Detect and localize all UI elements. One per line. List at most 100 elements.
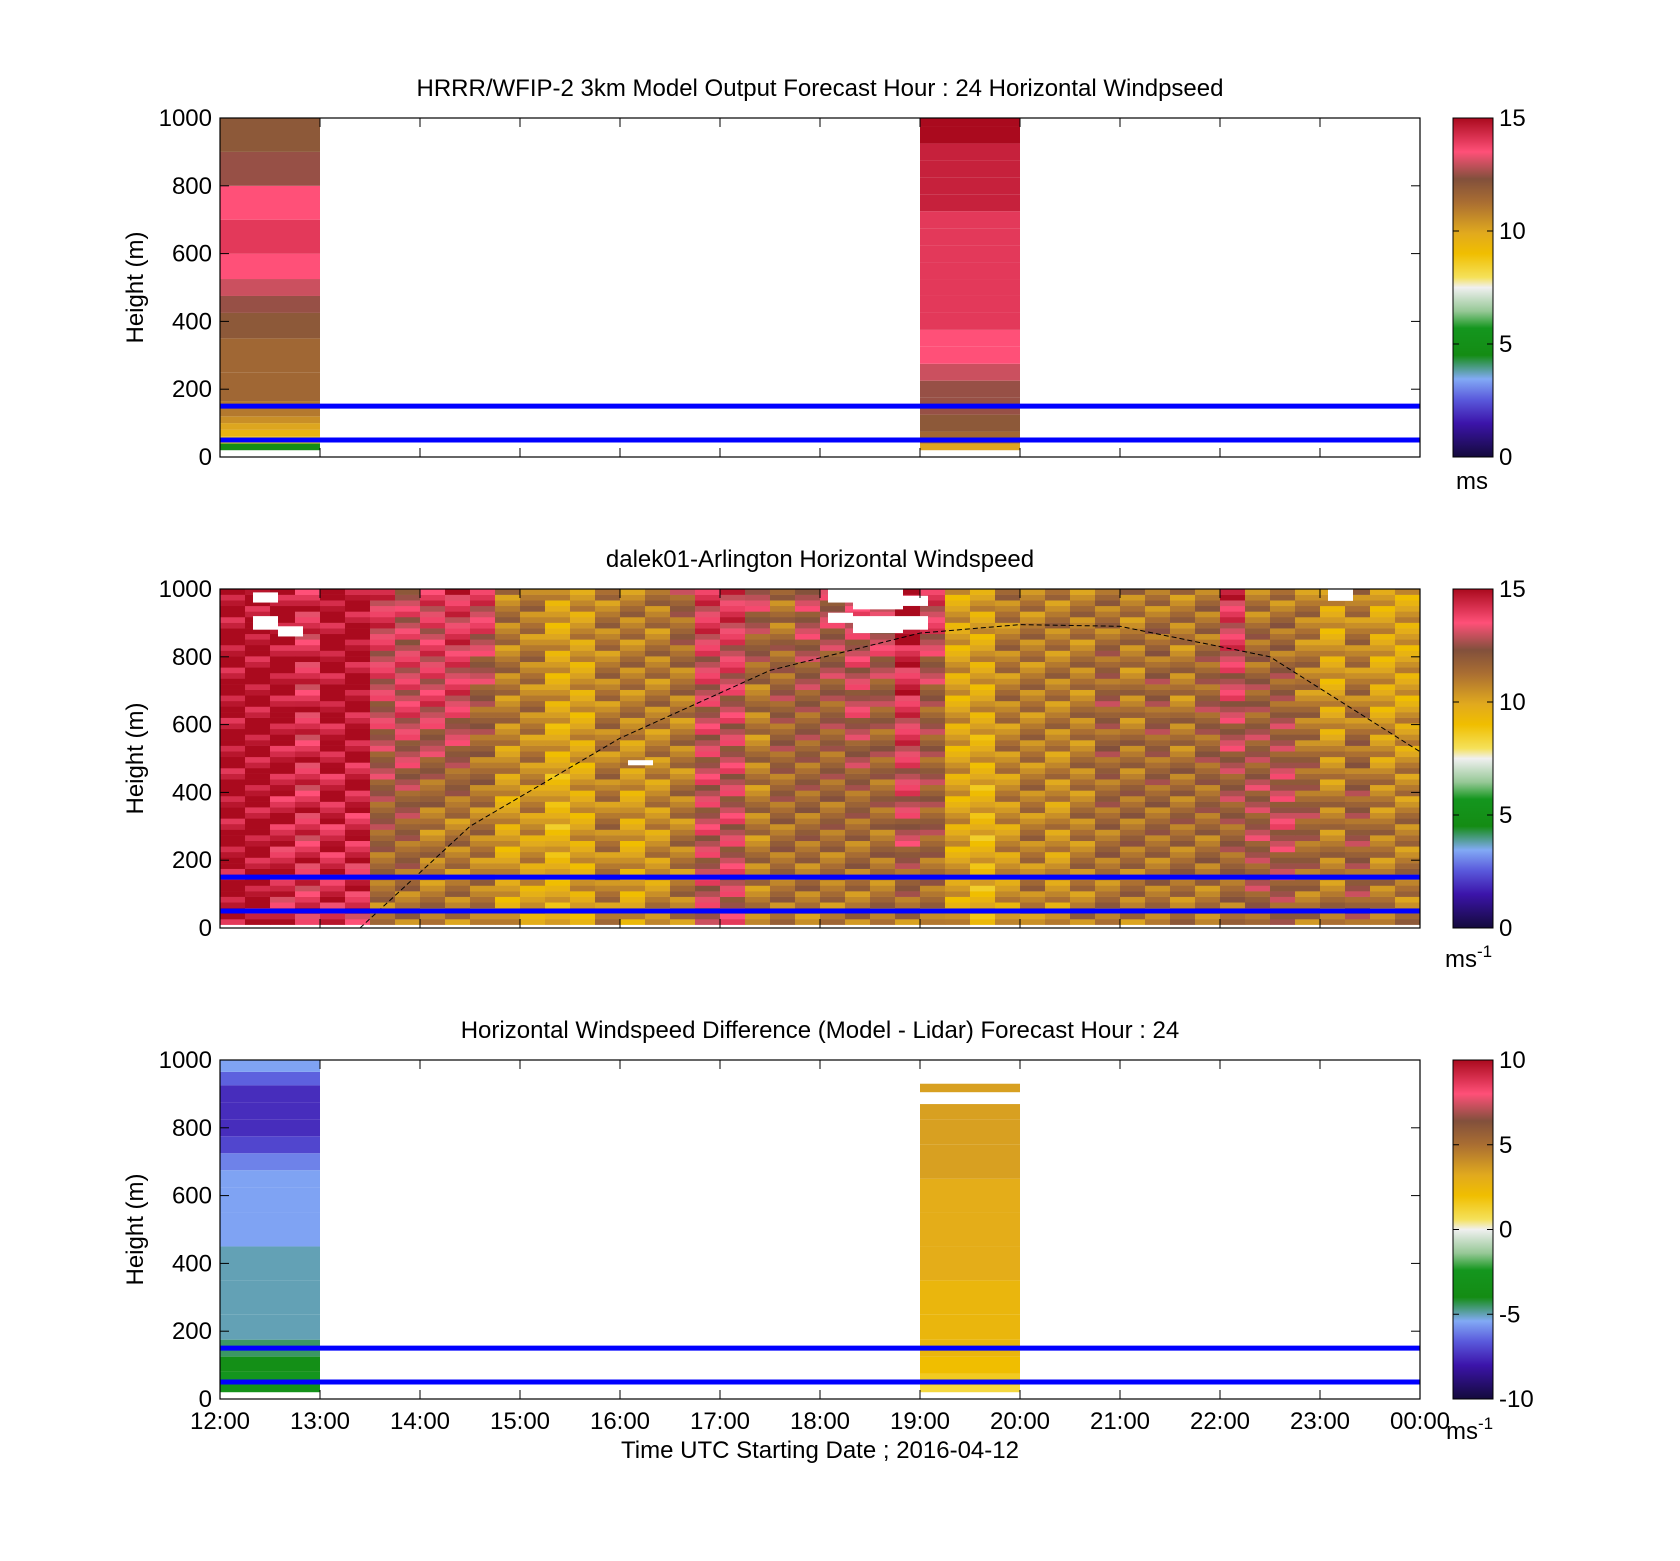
heatmap-cell <box>1120 773 1146 780</box>
heatmap-cell <box>1045 773 1071 780</box>
heatmap-cell <box>320 767 346 774</box>
heatmap-cell <box>820 863 846 869</box>
heatmap-cell <box>470 633 496 640</box>
heatmap-cell <box>1395 594 1420 601</box>
heatmap-cell <box>445 589 471 595</box>
heatmap-cell <box>820 678 846 685</box>
heatmap-cell <box>1220 891 1246 897</box>
heatmap-cell <box>1245 751 1271 758</box>
heatmap-cell <box>970 678 996 685</box>
heatmap-cell <box>1395 589 1420 595</box>
heatmap-cell <box>245 795 271 802</box>
heatmap-cell <box>1370 891 1396 897</box>
heatmap-cell <box>1020 656 1046 663</box>
heatmap-cell <box>545 812 571 819</box>
heatmap-cell <box>1395 767 1420 774</box>
heatmap-cell <box>1095 684 1121 690</box>
heatmap-cell <box>1095 902 1121 909</box>
heatmap-cell <box>820 734 846 741</box>
heatmap-cell <box>345 835 371 842</box>
heatmap-cell <box>945 633 971 640</box>
heatmap-cell <box>720 605 746 612</box>
heatmap-cell <box>495 807 521 814</box>
heatmap-cell <box>795 773 821 780</box>
heatmap-cell <box>795 879 821 886</box>
heatmap-cell <box>695 835 721 842</box>
heatmap-cell <box>1145 801 1171 808</box>
heatmap-cell <box>470 801 496 808</box>
heatmap-cell <box>795 857 821 864</box>
heatmap-cell <box>520 896 546 903</box>
heatmap-cell <box>1370 919 1396 925</box>
heatmap-cell <box>370 695 396 702</box>
heatmap-cell <box>395 734 421 741</box>
heatmap-cell <box>245 896 271 903</box>
heatmap-cell <box>1095 919 1121 925</box>
heatmap-cell <box>1395 857 1420 864</box>
heatmap-cell <box>1245 700 1271 707</box>
heatmap-cell <box>245 689 271 696</box>
heatmap-cell <box>1370 611 1396 618</box>
heatmap-cell <box>220 295 320 313</box>
heatmap-cell <box>570 667 596 674</box>
heatmap-cell <box>595 773 621 780</box>
heatmap-cell <box>770 756 796 763</box>
heatmap-cell <box>620 672 646 679</box>
heatmap-cell <box>920 767 946 774</box>
panel-1-ylabel: Height (m) <box>122 231 149 343</box>
heatmap-cell <box>1145 728 1171 735</box>
heatmap-cell <box>1195 762 1221 769</box>
heatmap-cell <box>395 728 421 735</box>
heatmap-cell <box>620 795 646 802</box>
heatmap-cell <box>695 734 721 741</box>
heatmap-cell <box>645 644 671 651</box>
heatmap-cell <box>945 773 971 780</box>
heatmap-cell <box>495 790 521 797</box>
heatmap-cell <box>795 712 821 718</box>
heatmap-cell <box>1070 639 1096 646</box>
heatmap-cell <box>320 812 346 819</box>
heatmap-cell <box>570 851 596 858</box>
heatmap-cell <box>445 650 471 657</box>
heatmap-cell <box>720 644 746 651</box>
heatmap-cell <box>995 902 1021 909</box>
heatmap-cell <box>295 667 321 674</box>
heatmap-cell <box>895 790 921 797</box>
heatmap-cell <box>320 773 346 780</box>
heatmap-cell <box>220 594 246 601</box>
heatmap-cell <box>1270 795 1296 802</box>
heatmap-cell <box>1120 672 1146 679</box>
heatmap-cell <box>545 807 571 814</box>
heatmap-cell <box>620 605 646 612</box>
heatmap-cell <box>520 773 546 780</box>
heatmap-cell <box>1395 672 1420 679</box>
heatmap-cell <box>445 829 471 836</box>
heatmap-cell <box>1195 773 1221 780</box>
heatmap-cell <box>820 706 846 713</box>
heatmap-cell <box>1295 773 1321 780</box>
heatmap-cell <box>595 801 621 808</box>
heatmap-cell <box>570 745 596 752</box>
heatmap-cell <box>270 902 296 909</box>
heatmap-cell <box>495 745 521 752</box>
x-tick-label: 00:00 <box>1390 1408 1450 1435</box>
heatmap-cell <box>420 913 446 920</box>
heatmap-cell <box>1295 846 1321 853</box>
heatmap-cell <box>1045 600 1071 607</box>
heatmap-cell <box>245 790 271 797</box>
heatmap-cell <box>1295 667 1321 674</box>
heatmap-cell <box>1245 851 1271 858</box>
heatmap-cell <box>920 879 946 886</box>
heatmap-cell <box>945 667 971 674</box>
heatmap-cell <box>945 801 971 808</box>
heatmap-cell <box>220 706 246 713</box>
heatmap-cell <box>1370 812 1396 819</box>
heatmap-cell <box>445 790 471 797</box>
heatmap-cell <box>745 740 771 746</box>
heatmap-cell <box>670 829 696 836</box>
heatmap-cell <box>995 863 1021 869</box>
heatmap-cell <box>620 885 646 892</box>
heatmap-cell <box>1070 885 1096 892</box>
heatmap-cell <box>1070 650 1096 657</box>
heatmap-cell <box>920 594 946 601</box>
